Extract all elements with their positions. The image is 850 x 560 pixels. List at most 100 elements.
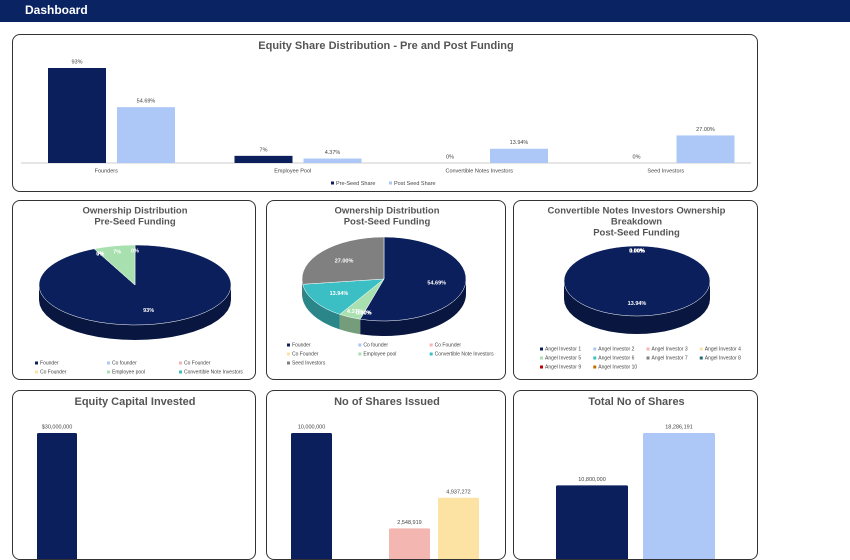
pie-side (339, 314, 361, 335)
data-label: 0% (633, 154, 641, 160)
chart-title: Post-Seed Funding (344, 217, 431, 228)
data-label: 0.00% (629, 249, 645, 255)
legend-label: Employee pool (363, 351, 396, 357)
data-label: 27.00% (696, 127, 715, 133)
chart: No of Shares Issued 10,000,000 2,548,919 4,… (291, 396, 479, 559)
chart-title: Pre-Seed Funding (94, 217, 175, 228)
data-label: 0.00% (629, 249, 645, 255)
legend-swatch (358, 343, 362, 347)
data-label: 0.00% (629, 249, 645, 255)
bar (389, 528, 430, 559)
pie-slice (563, 245, 711, 317)
chart-title: Total No of Shares (588, 396, 684, 408)
legend-swatch (699, 356, 703, 360)
legend-label: Angel Investor 1 (545, 346, 581, 352)
legend-swatch (35, 370, 38, 374)
bar (234, 155, 293, 163)
data-label: 0.00% (629, 249, 645, 255)
header-bar: Dashboard (0, 0, 850, 22)
bar (303, 158, 362, 163)
chart: Convertible Notes Investors OwnershipBre… (540, 206, 741, 370)
header-title: Dashboard (25, 3, 88, 17)
legend-label: Seed Investors (292, 360, 326, 366)
chart-panel: No of Shares Issued 10,000,000 2,548,919 4,… (266, 390, 506, 560)
x-tick-label: Seed Investors (647, 168, 684, 174)
pie-side (564, 281, 710, 334)
legend-swatch (389, 181, 392, 185)
legend-label: Co Founder (40, 369, 67, 375)
chart: Equity Share Distribution - Pre and Post… (21, 40, 751, 187)
legend-swatch (287, 361, 290, 365)
data-label: 0.00% (356, 311, 372, 317)
legend-label: Co founder (363, 342, 388, 348)
legend-label: Post Seed Share (394, 181, 436, 187)
legend-label: Co Founder (184, 360, 211, 366)
bar (438, 497, 479, 559)
data-label: 54.69% (137, 99, 156, 105)
legend-swatch (593, 365, 597, 369)
legend-swatch (179, 361, 182, 365)
data-label: 7% (260, 147, 268, 153)
chart-title: Ownership Distribution (334, 206, 439, 217)
pie-side (360, 279, 466, 336)
data-label: 0.00% (629, 249, 645, 255)
bar (117, 107, 175, 163)
legend-label: Angel Investor 10 (598, 364, 637, 370)
chart-title: Equity Share Distribution - Pre and Post… (258, 40, 513, 52)
data-label: 2,548,919 (397, 520, 421, 526)
data-label: 0.00% (356, 311, 372, 317)
legend-label: Co founder (112, 360, 137, 366)
bar (556, 485, 628, 559)
chart-title: Convertible Notes Investors Ownership (548, 206, 726, 217)
data-label: $30,000,000 (42, 424, 73, 430)
legend-label: Employee pool (112, 369, 145, 375)
legend-label: Angel Investor 7 (652, 355, 688, 361)
legend-label: Angel Investor 2 (598, 346, 634, 352)
legend-swatch (646, 347, 650, 351)
chart-title: Equity Capital Invested (74, 396, 195, 408)
bar (676, 135, 735, 163)
legend-label: Angel Investor 5 (545, 355, 581, 361)
data-label: 0% (96, 252, 104, 258)
legend-label: Convertible Note Investors (435, 351, 494, 357)
legend-swatch (540, 356, 543, 360)
chart-title: Post-Seed Funding (593, 228, 680, 239)
data-label: 0.00% (629, 249, 645, 255)
data-label: 10,000,000 (298, 424, 326, 430)
legend-swatch (429, 352, 433, 356)
legend-swatch (593, 347, 597, 351)
legend-swatch (35, 361, 38, 365)
pie-side (39, 285, 231, 340)
chart: Total No of Shares 10,800,000 18,286,191 (556, 396, 715, 559)
pie-slice (301, 236, 385, 285)
legend-label: Convertible Note Investors (184, 369, 243, 375)
data-label: 4.37% (347, 309, 363, 315)
data-label: 93% (143, 308, 154, 314)
data-label: 13.94% (330, 291, 349, 297)
legend-swatch (429, 343, 433, 347)
chart: Equity Capital Invested $30,000,000 (37, 396, 196, 559)
data-label: 27.00% (335, 258, 354, 264)
pie-slice (359, 236, 467, 322)
legend-label: Co Founder (292, 351, 319, 357)
chart-title: Ownership Distribution (82, 206, 187, 217)
chart-panel: Convertible Notes Investors Ownership Bre… (513, 200, 758, 380)
bar (291, 433, 332, 559)
data-label: 0.00% (629, 249, 645, 255)
legend-swatch (107, 370, 110, 374)
legend-swatch (646, 356, 650, 360)
legend-swatch (107, 361, 110, 365)
legend-swatch (179, 370, 182, 374)
legend-label: Pre-Seed Share (336, 181, 375, 187)
legend-swatch (358, 352, 362, 356)
pie-side (302, 284, 340, 330)
data-label: 13.94% (628, 301, 647, 307)
legend-label: Angel Investor 9 (545, 364, 581, 370)
legend-swatch (331, 181, 334, 185)
chart-panel: Ownership Distribution Pre-Seed Funding 93… (12, 200, 256, 380)
data-label: 0% (96, 252, 104, 258)
legend-swatch (593, 356, 597, 360)
legend-swatch (287, 352, 290, 356)
data-label: 93% (71, 59, 82, 65)
